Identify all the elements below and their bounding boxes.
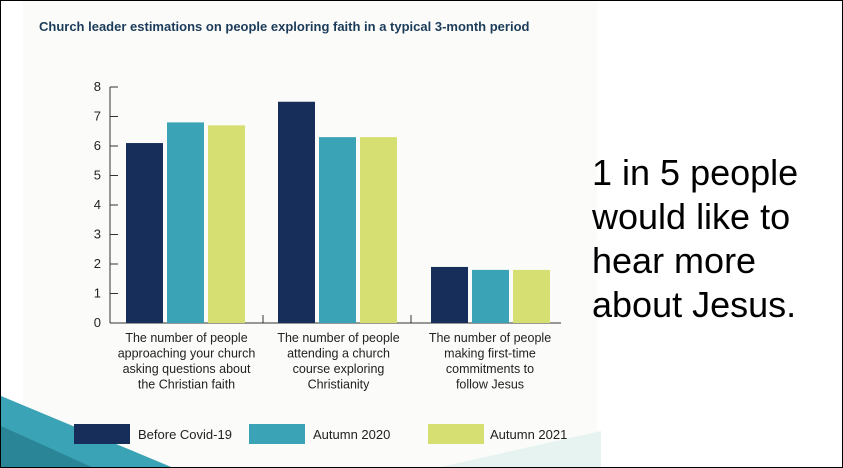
y-tick-label: 8 (94, 79, 101, 94)
bar (167, 122, 204, 324)
legend-swatch (428, 424, 484, 444)
bar (431, 266, 468, 323)
bar (360, 137, 397, 323)
x-category-label: The number of people approaching your chu… (118, 331, 256, 392)
x-category-label: The number of people attending a church co… (277, 331, 399, 392)
legend-label: Autumn 2021 (490, 427, 567, 442)
chart-bars (126, 101, 550, 324)
decor-light-wedge (439, 431, 601, 467)
x-category-label: The number of people making first-time com… (429, 331, 551, 392)
legend-swatch (74, 424, 130, 444)
chart-title: Church leader estimations on people expl… (39, 19, 530, 34)
y-tick-label: 1 (94, 286, 101, 301)
bar (513, 269, 550, 323)
y-tick-label: 4 (94, 197, 101, 212)
y-tick-label: 5 (94, 168, 101, 183)
y-tick-label: 0 (94, 315, 101, 330)
legend-label: Before Covid-19 (138, 427, 232, 442)
y-tick-label: 6 (94, 138, 101, 153)
x-axis-labels: The number of people approaching your chu… (118, 331, 551, 392)
side-callout-text: 1 in 5 people would like to hear more ab… (592, 152, 799, 325)
y-tick-label: 3 (94, 227, 101, 242)
y-tick-label: 2 (94, 256, 101, 271)
legend-label: Autumn 2020 (313, 427, 390, 442)
legend-swatch (249, 424, 305, 444)
bar (472, 269, 509, 323)
chart-legend: Before Covid-19 Autumn 2020 Autumn 2021 (74, 424, 567, 444)
y-tick-label: 7 (94, 109, 101, 124)
decor-dark-wedge (1, 426, 92, 467)
bar (319, 137, 356, 323)
bar (208, 125, 245, 323)
bar (126, 143, 163, 323)
bar (278, 101, 315, 323)
